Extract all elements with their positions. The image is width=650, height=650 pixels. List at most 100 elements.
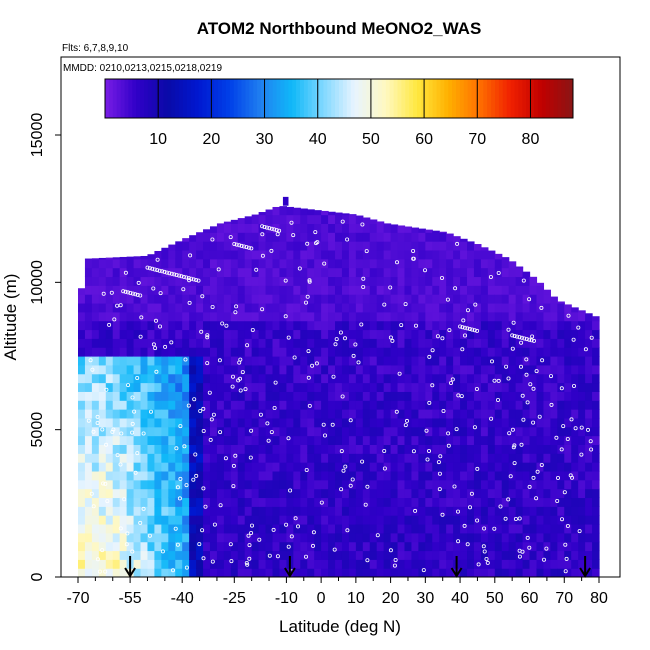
heatmap-cell — [126, 479, 135, 490]
heatmap-cell — [300, 453, 308, 463]
heatmap-cell — [203, 515, 211, 525]
sample-point — [506, 376, 511, 381]
sample-point — [118, 303, 123, 308]
sample-point — [118, 462, 123, 467]
heatmap-cell — [480, 417, 489, 428]
heatmap-cell — [140, 444, 149, 454]
heatmap-cell — [126, 294, 135, 304]
heatmap-cell — [91, 479, 100, 490]
heatmap-cell — [203, 550, 211, 560]
heatmap-cell — [362, 364, 371, 375]
heatmap-cell — [467, 294, 475, 304]
heatmap-cell — [265, 347, 274, 357]
heatmap-cell — [592, 391, 600, 401]
heatmap-cell — [571, 400, 579, 410]
heatmap-cell — [494, 347, 503, 357]
heatmap-cell — [140, 479, 149, 490]
heatmap-cell — [300, 338, 308, 348]
heatmap-cell — [258, 382, 267, 392]
heatmap-cell — [244, 302, 253, 313]
colorbar-swatch — [198, 79, 203, 118]
heatmap-cell — [265, 541, 274, 552]
heatmap-cell — [578, 364, 586, 375]
heatmap-cell — [362, 241, 371, 251]
sample-point — [288, 488, 293, 493]
heatmap-cell — [126, 320, 135, 331]
sample-points — [86, 219, 594, 574]
heatmap-cell — [189, 435, 197, 445]
heatmap-cell — [341, 409, 350, 419]
heatmap-cell — [432, 320, 440, 331]
heatmap-cell — [119, 258, 128, 269]
heatmap-cell — [272, 417, 281, 428]
sample-point — [484, 557, 489, 562]
heatmap-cell — [272, 568, 281, 577]
heatmap-cell — [536, 515, 545, 525]
heatmap-cell — [328, 550, 336, 560]
heatmap-cell — [112, 257, 121, 260]
heatmap-cell — [126, 532, 135, 543]
sample-point — [519, 340, 524, 345]
heatmap-cell — [175, 373, 183, 384]
heatmap-cell — [536, 444, 545, 454]
heatmap-cell — [126, 426, 135, 437]
heatmap-cell — [251, 497, 260, 507]
heatmap-cell — [432, 391, 440, 401]
heatmap-cell — [425, 302, 433, 313]
heatmap-cell — [585, 550, 593, 560]
heatmap-cell — [230, 497, 239, 507]
heatmap-cell — [494, 497, 503, 507]
sample-point — [462, 523, 467, 528]
heatmap-cell — [223, 258, 232, 269]
heatmap-cell — [536, 435, 545, 445]
heatmap-cell — [133, 400, 142, 410]
heatmap-cell — [508, 320, 517, 331]
sample-point — [194, 473, 199, 478]
sample-point — [158, 291, 163, 296]
heatmap-cell — [522, 523, 531, 534]
heatmap-cell — [453, 497, 461, 507]
heatmap-cell — [439, 258, 447, 269]
sample-point — [465, 542, 470, 547]
sample-point — [192, 397, 197, 402]
heatmap-cell — [529, 329, 538, 339]
colorbar-swatch — [378, 79, 383, 118]
heatmap-cell — [237, 497, 246, 507]
heatmap-cell — [175, 515, 183, 525]
heatmap-cell — [105, 382, 114, 392]
heatmap-cell — [585, 338, 593, 348]
heatmap-cell — [189, 444, 197, 454]
heatmap-cell — [203, 276, 211, 286]
heatmap-cell — [369, 223, 378, 233]
heatmap-cell — [341, 453, 350, 463]
heatmap-cell — [196, 373, 204, 384]
heatmap-cell — [446, 320, 454, 331]
heatmap-cell — [543, 444, 551, 454]
heatmap-cell — [508, 515, 517, 525]
heatmap-cell — [397, 232, 406, 242]
heatmap-cell — [286, 426, 294, 437]
heatmap-cell — [460, 338, 468, 348]
heatmap-cell — [341, 532, 350, 543]
heatmap-cell — [161, 276, 169, 286]
heatmap-cell — [473, 329, 482, 339]
colorbar-swatch — [194, 79, 200, 118]
heatmap-cell — [355, 462, 364, 472]
heatmap-cell — [362, 462, 371, 472]
heatmap-cell — [133, 426, 142, 437]
heatmap-cell — [508, 462, 517, 472]
heatmap-cell — [279, 523, 287, 534]
heatmap-cell — [335, 329, 343, 339]
heatmap-cell — [91, 532, 100, 543]
heatmap-cell — [404, 267, 413, 278]
heatmap-cell — [272, 435, 281, 445]
heatmap-cell — [460, 479, 468, 490]
heatmap-cell — [473, 302, 482, 313]
heatmap-cell — [140, 417, 149, 428]
heatmap-cell — [494, 329, 503, 339]
heatmap-cell — [578, 462, 586, 472]
sample-point — [201, 406, 206, 411]
sample-point — [97, 569, 102, 574]
sample-point — [430, 348, 435, 353]
heatmap-cell — [209, 400, 218, 410]
